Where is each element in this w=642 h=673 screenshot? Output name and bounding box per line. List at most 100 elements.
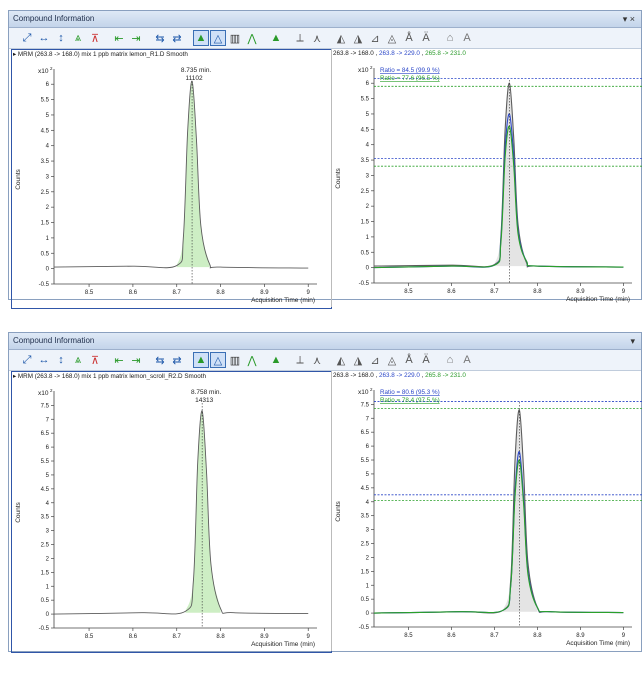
integrate-icon[interactable]: ⩓ bbox=[74, 31, 82, 44]
y-tick-label: 4.5 bbox=[361, 127, 370, 133]
window-menu-icon[interactable]: ▾ × bbox=[622, 14, 635, 24]
y-tick-label: 5.5 bbox=[41, 98, 50, 104]
x-axis-label: Acquisition Time (min) bbox=[251, 297, 315, 304]
manual-integrate-icon[interactable]: ⟂ bbox=[296, 31, 304, 44]
autoscale-y-icon[interactable]: ↕ bbox=[58, 32, 64, 44]
overlay-left-icon[interactable]: ⇆ bbox=[155, 354, 165, 367]
front-skim-icon[interactable]: ⊿ bbox=[370, 354, 380, 367]
tangent-skim-icon[interactable]: ◮ bbox=[353, 354, 363, 367]
bar-spectrum-icon[interactable]: ▥ bbox=[229, 354, 241, 367]
chromatogram-trace bbox=[373, 409, 624, 614]
autoscale-xy-icon[interactable]: ⤢ bbox=[22, 31, 32, 44]
y-exponent-power: 2 bbox=[370, 65, 373, 70]
qualifier-overlay-pane[interactable]: 263.8 -> 168.0 , 263.8 -> 229.0 , 265.8 … bbox=[331, 371, 642, 651]
peak-retention-time-label: 8.735 min. bbox=[181, 67, 212, 74]
y-tick-label: 5 bbox=[366, 112, 370, 118]
y-tick-label: 0.5 bbox=[41, 251, 50, 257]
zero-peak-icon[interactable]: ⌂ bbox=[446, 32, 454, 44]
x-tick-label: 8.7 bbox=[173, 634, 182, 640]
qualifier-icon[interactable]: ▲ bbox=[270, 354, 282, 366]
compound-info-window-2: Compound Information ▾ ⤢ ↔ ↕ ⩓ ⊼ ⇤ ⇥ ⇆ ⇄ ▲ △ ▥ ⋀ ▲ ⟂ ⋏ ◭… bbox=[8, 332, 642, 653]
front-skim-icon[interactable]: ⊿ bbox=[370, 32, 380, 45]
peak-a-icon[interactable]: Å bbox=[405, 354, 413, 366]
toolbar-separator bbox=[145, 352, 151, 368]
toolbar-separator bbox=[326, 30, 332, 46]
prev-icon[interactable]: ⇤ bbox=[114, 354, 124, 367]
y-tick-label: -0.5 bbox=[39, 282, 50, 288]
toolbar-separator bbox=[104, 30, 110, 46]
next-icon[interactable]: ⇥ bbox=[131, 32, 141, 45]
tail-skim-icon[interactable]: ◬ bbox=[387, 32, 397, 45]
y-tick-label: 5 bbox=[46, 473, 50, 479]
y-axis-label: Counts bbox=[15, 501, 22, 522]
x-tick-label: 8.6 bbox=[447, 289, 456, 295]
multi-peak-icon[interactable]: ⋀ bbox=[247, 32, 257, 45]
drop-baseline-icon[interactable]: ◭ bbox=[336, 354, 346, 367]
drop-baseline-icon[interactable]: ◭ bbox=[336, 32, 346, 45]
y-tick-label: 1.5 bbox=[361, 569, 370, 575]
next-icon[interactable]: ⇥ bbox=[131, 354, 141, 367]
y-tick-label: 0 bbox=[46, 267, 50, 273]
qualifier2-ratio-label: Ratio = 78.4 (97.5 %) bbox=[380, 397, 440, 404]
autoscale-x-icon[interactable]: ↔ bbox=[38, 32, 50, 44]
restore-icon[interactable]: A bbox=[463, 32, 471, 44]
peak-b-icon[interactable]: Ä bbox=[422, 32, 430, 44]
baseline-icon[interactable]: ⊼ bbox=[90, 354, 100, 367]
chromatogram-trace bbox=[373, 451, 624, 614]
y-tick-label: 4 bbox=[366, 143, 370, 149]
autoscale-x-icon[interactable]: ↔ bbox=[38, 354, 50, 366]
zero-peak-icon[interactable]: ⌂ bbox=[446, 354, 454, 366]
qualifier-overlay-pane[interactable]: 263.8 -> 168.0 , 263.8 -> 229.0 , 265.8 … bbox=[331, 49, 642, 307]
x-tick-label: 8.8 bbox=[216, 290, 225, 296]
bar-spectrum-icon[interactable]: ▥ bbox=[229, 32, 241, 45]
baseline-icon[interactable]: ⊼ bbox=[90, 32, 100, 45]
y-tick-label: 5.5 bbox=[41, 459, 50, 465]
tail-skim-icon[interactable]: ◬ bbox=[387, 354, 397, 367]
integrate-icon[interactable]: ⩓ bbox=[74, 353, 82, 366]
x-tick-label: 8.6 bbox=[129, 634, 138, 640]
multi-peak-icon[interactable]: ⋀ bbox=[247, 354, 257, 367]
window-menu-icon[interactable]: ▾ bbox=[630, 336, 635, 346]
qualifier-icon[interactable]: ▲ bbox=[270, 32, 282, 44]
y-tick-label: 4.5 bbox=[361, 486, 370, 492]
restore-icon[interactable]: A bbox=[463, 354, 471, 366]
peak-outline-icon[interactable]: △ bbox=[210, 352, 226, 368]
y-tick-label: 0 bbox=[366, 266, 370, 272]
qualifier1-ratio-label: Ratio = 84.5 (99.9 %) bbox=[380, 67, 440, 74]
overlay-right-icon[interactable]: ⇄ bbox=[172, 354, 182, 367]
peak-a-icon[interactable]: Å bbox=[405, 32, 413, 44]
y-tick-label: 7.5 bbox=[41, 403, 50, 409]
autoscale-y-icon[interactable]: ↕ bbox=[58, 354, 64, 366]
x-axis-label: Acquisition Time (min) bbox=[566, 296, 630, 303]
y-tick-label: 2 bbox=[46, 205, 50, 211]
split-peak-icon[interactable]: ⋏ bbox=[312, 32, 322, 45]
quant-chromatogram-pane[interactable]: ▸ MRM (263.8 -> 168.0) mix 1 ppb matrix … bbox=[11, 49, 332, 309]
tangent-skim-icon[interactable]: ◮ bbox=[353, 32, 363, 45]
x-tick-label: 8.5 bbox=[404, 633, 413, 639]
window-titlebar[interactable]: Compound Information ▾ × bbox=[9, 11, 641, 28]
autoscale-xy-icon[interactable]: ⤢ bbox=[22, 353, 32, 366]
x-tick-label: 8.9 bbox=[576, 633, 585, 639]
split-peak-icon[interactable]: ⋏ bbox=[312, 354, 322, 367]
peak-outline-icon[interactable]: △ bbox=[210, 30, 226, 46]
manual-integrate-icon[interactable]: ⟂ bbox=[296, 353, 304, 366]
peak-fill-icon[interactable]: ▲ bbox=[193, 352, 209, 368]
quant-chromatogram-pane[interactable]: ▸ MRM (263.8 -> 168.0) mix 1 ppb matrix … bbox=[11, 371, 332, 653]
toolbar-separator bbox=[285, 352, 291, 368]
y-tick-label: -0.5 bbox=[359, 625, 370, 631]
overlay-right-icon[interactable]: ⇄ bbox=[172, 32, 182, 45]
overlay-left-icon[interactable]: ⇆ bbox=[155, 32, 165, 45]
window-titlebar[interactable]: Compound Information ▾ bbox=[9, 333, 641, 350]
peak-fill-icon[interactable]: ▲ bbox=[193, 30, 209, 46]
x-tick-label: 8.8 bbox=[216, 634, 225, 640]
chromatogram-trace bbox=[53, 80, 309, 269]
peak-b-icon[interactable]: Ä bbox=[422, 354, 430, 366]
x-tick-label: 8.5 bbox=[404, 289, 413, 295]
prev-icon[interactable]: ⇤ bbox=[114, 32, 124, 45]
y-tick-label: 6.5 bbox=[361, 430, 370, 436]
y-tick-label: 5.5 bbox=[361, 97, 370, 103]
